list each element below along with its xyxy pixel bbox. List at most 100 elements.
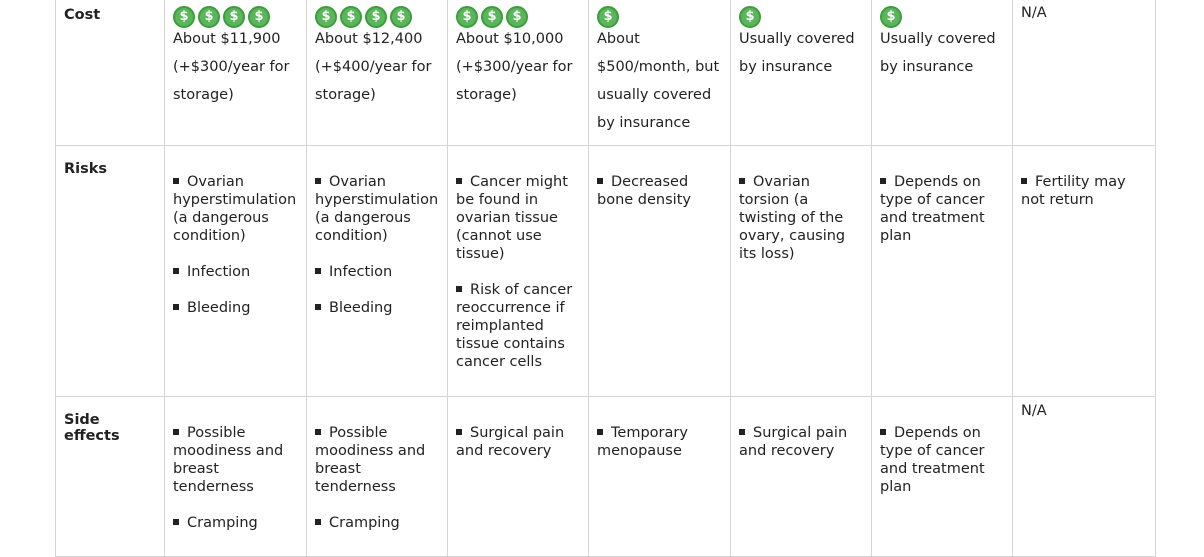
square-bullet-icon — [880, 178, 886, 184]
risks-row: Risks Ovarian hyperstimulation (a danger… — [55, 145, 1156, 397]
row-header-cost: Cost — [55, 0, 165, 146]
list-item: Surgical pain and recovery — [739, 425, 848, 459]
side-effects-cell: Possible moodiness and breast tenderness… — [164, 396, 307, 557]
list-item: Bleeding — [173, 299, 298, 317]
list-item: Possible moodiness and breast tenderness — [173, 425, 284, 495]
cost-description: About $500/month, but usually covered by… — [597, 25, 722, 137]
dollar-coin-icon: $ — [248, 6, 270, 28]
cost-description: Usually covered by insurance — [880, 25, 1004, 81]
list-item: Cancer might be found in ovarian tissue … — [456, 174, 568, 262]
square-bullet-icon — [173, 429, 179, 435]
square-bullet-icon — [597, 178, 603, 184]
cost-line: (+$400/year for — [315, 59, 432, 75]
side-effects-cell: Temporary menopause — [588, 396, 731, 557]
dollar-coin-icon: $ — [739, 6, 761, 28]
dollar-coin-icon: $ — [597, 6, 619, 28]
square-bullet-icon — [173, 519, 179, 525]
side-effects-cell: Depends on type of cancer and treatment … — [871, 396, 1013, 557]
square-bullet-icon — [739, 178, 745, 184]
cost-line: by insurance — [597, 115, 691, 131]
row-header-risks: Risks — [55, 145, 165, 397]
side-effects-row: Side effects Possible moodiness and brea… — [55, 396, 1156, 557]
list-item: Infection — [173, 263, 298, 281]
cost-line: About $11,900 — [173, 31, 281, 47]
dollar-coin-icon: $ — [365, 6, 387, 28]
list-item: Bleeding — [315, 299, 439, 317]
dollar-coin-icon: $ — [198, 6, 220, 28]
list-item: Depends on type of cancer and treatment … — [880, 425, 985, 495]
cost-line: Usually covered — [739, 31, 855, 47]
cost-line: About $10,000 — [456, 31, 564, 47]
square-bullet-icon — [173, 268, 179, 274]
list-item: Cramping — [315, 514, 439, 532]
cost-description: About $10,000 (+$300/year for storage) — [456, 25, 580, 109]
cost-line: storage) — [173, 87, 234, 103]
dollar-coin-icon: $ — [390, 6, 412, 28]
square-bullet-icon — [173, 178, 179, 184]
list-item: Risk of cancer reoccurrence if reimplant… — [456, 282, 573, 370]
square-bullet-icon — [597, 429, 603, 435]
side-effects-cell: Possible moodiness and breast tenderness… — [306, 396, 448, 557]
dollar-coin-icon: $ — [340, 6, 362, 28]
cost-line: $500/month, but — [597, 59, 720, 75]
cost-line: About — [597, 31, 640, 47]
list-item: Infection — [315, 263, 439, 281]
risks-cell: Ovarian torsion (a twisting of the ovary… — [730, 145, 872, 397]
list-item: Depends on type of cancer and treatment … — [880, 174, 985, 244]
cost-line: Usually covered — [880, 31, 996, 47]
list-item: Decreased bone density — [597, 174, 691, 208]
list-item: Ovarian torsion (a twisting of the ovary… — [739, 174, 846, 262]
cost-rating: $ — [880, 0, 1004, 28]
cost-row: Cost $ $ $ $ About $11,900 (+$300/year for … — [55, 0, 1156, 146]
cost-line: storage) — [315, 87, 376, 103]
side-effects-cell: N/A — [1012, 396, 1156, 557]
cost-line: (+$300/year for — [456, 59, 573, 75]
dollar-coin-icon: $ — [223, 6, 245, 28]
square-bullet-icon — [315, 268, 321, 274]
dollar-coin-icon: $ — [315, 6, 337, 28]
side-effects-cell: Surgical pain and recovery — [730, 396, 872, 557]
cost-rating: $ — [597, 0, 722, 28]
cost-line: (+$300/year for — [173, 59, 290, 75]
square-bullet-icon — [315, 304, 321, 310]
square-bullet-icon — [315, 178, 321, 184]
risks-cell: Ovarian hyperstimulation (a dangerous co… — [164, 145, 307, 397]
side-effects-cell: Surgical pain and recovery — [447, 396, 589, 557]
cost-rating: $ — [739, 0, 863, 28]
dollar-coin-icon: $ — [173, 6, 195, 28]
cost-cell: $ Usually covered by insurance — [871, 0, 1013, 146]
square-bullet-icon — [173, 304, 179, 310]
cost-line: storage) — [456, 87, 517, 103]
square-bullet-icon — [315, 519, 321, 525]
dollar-coin-icon: $ — [481, 6, 503, 28]
dollar-coin-icon: $ — [506, 6, 528, 28]
dollar-coin-icon: $ — [456, 6, 478, 28]
row-header-side-effects: Side effects — [55, 396, 165, 557]
risks-cell: Depends on type of cancer and treatment … — [871, 145, 1013, 397]
risks-cell: Decreased bone density — [588, 145, 731, 397]
list-item: Ovarian hyperstimulation (a dangerous co… — [173, 174, 297, 244]
not-applicable: N/A — [1021, 5, 1047, 21]
square-bullet-icon — [456, 429, 462, 435]
cost-description: About $11,900 (+$300/year for storage) — [173, 25, 298, 109]
comparison-table: Cost $ $ $ $ About $11,900 (+$300/year for … — [55, 0, 1156, 557]
dollar-coin-icon: $ — [880, 6, 902, 28]
square-bullet-icon — [880, 429, 886, 435]
list-item: Surgical pain and recovery — [456, 425, 565, 459]
square-bullet-icon — [1021, 178, 1027, 184]
cost-line: About $12,400 — [315, 31, 423, 47]
risks-cell: Fertility may not return — [1012, 145, 1156, 397]
cost-description: About $12,400 (+$400/year for storage) — [315, 25, 439, 109]
cost-cell: N/A — [1012, 0, 1156, 146]
cost-description: Usually covered by insurance — [739, 25, 863, 81]
square-bullet-icon — [739, 429, 745, 435]
list-item: Temporary menopause — [597, 425, 688, 459]
list-item: Ovarian hyperstimulation (a dangerous co… — [315, 174, 439, 244]
risks-cell: Cancer might be found in ovarian tissue … — [447, 145, 589, 397]
square-bullet-icon — [456, 178, 462, 184]
list-item: Fertility may not return — [1021, 174, 1126, 208]
cost-cell: $ $ $ About $10,000 (+$300/year for storag… — [447, 0, 589, 146]
cost-cell: $ Usually covered by insurance — [730, 0, 872, 146]
cost-cell: $ About $500/month, but usually covered … — [588, 0, 731, 146]
not-applicable: N/A — [1021, 403, 1047, 419]
